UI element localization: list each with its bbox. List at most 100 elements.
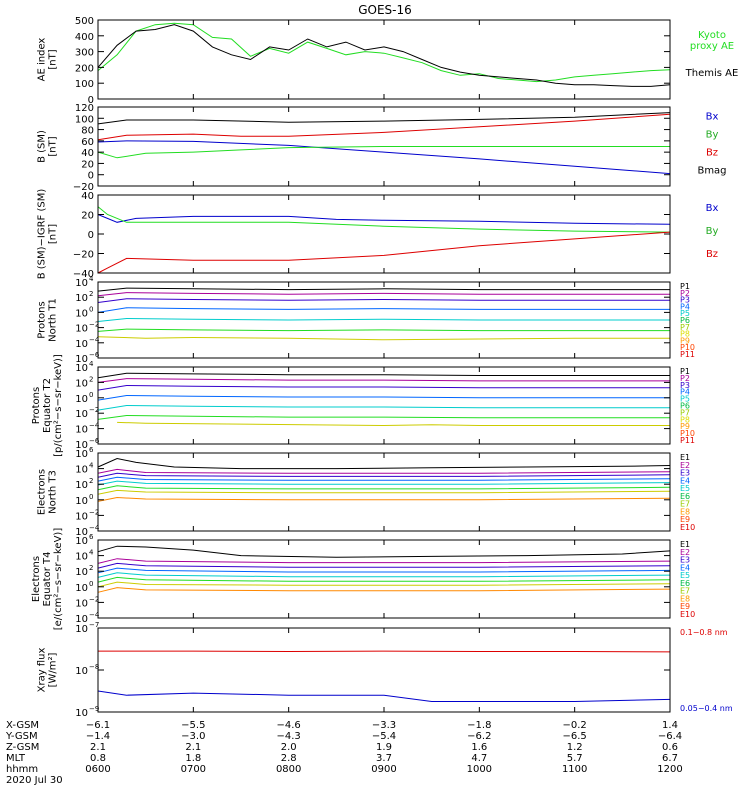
legend-label: E2 — [680, 548, 690, 557]
legend-label: E7 — [680, 587, 690, 596]
y-tick-exponent: 4 — [89, 275, 94, 283]
series-line-p5 — [97, 317, 670, 322]
legend-label: proxy AE — [690, 41, 734, 52]
series-line-p7 — [117, 421, 670, 427]
y-tick-label: 10 — [75, 614, 88, 625]
legend-label: Bz — [706, 249, 718, 260]
y-tick-label: 10 — [75, 308, 88, 319]
y-tick-label: 80 — [81, 126, 94, 137]
y-axis-label: Protons — [31, 387, 42, 424]
ephemeris-value: −6.4 — [658, 731, 682, 742]
y-axis-label: AE index — [37, 38, 48, 82]
y-tick-label: 200 — [75, 63, 94, 74]
y-tick-label: 10 — [75, 293, 88, 304]
panel-frame — [97, 19, 671, 100]
y-axis-label: B (SM)−IGRF (SM) — [37, 189, 48, 280]
y-tick-label: −20 — [73, 250, 94, 261]
y-tick-label: 60 — [81, 137, 94, 148]
y-tick-label: 10 — [75, 666, 88, 677]
legend-label: 0.1−0.8 nm — [680, 628, 728, 637]
y-tick-exponent: 2 — [89, 477, 93, 485]
y-axis-label: [e/(cm²−s−sr−keV)] — [53, 528, 64, 631]
y-tick-exponent: 4 — [89, 462, 94, 470]
y-tick-exponent: −6 — [89, 351, 100, 359]
legend-label: P10 — [680, 343, 695, 352]
ephemeris-value: 2.1 — [185, 742, 201, 753]
legend-label: E1 — [680, 453, 690, 462]
y-tick-label: 10 — [75, 324, 88, 335]
y-tick-label: 10 — [75, 552, 88, 563]
legend-label: P4 — [680, 302, 690, 311]
ephemeris-value: −3.3 — [372, 720, 396, 731]
series-line-themis-ae — [97, 24, 671, 87]
series-line-by — [97, 146, 670, 159]
ephemeris-value: 1.8 — [185, 753, 201, 764]
y-tick-label: 10 — [75, 425, 88, 436]
series-line-e7 — [97, 489, 671, 495]
ephemeris-row-label: hhmm — [6, 764, 38, 775]
y-tick-exponent: −6 — [89, 437, 100, 445]
y-axis-label: Equator T4 — [42, 552, 53, 607]
legend-label: E8 — [680, 594, 690, 603]
y-tick-label: 40 — [81, 191, 94, 202]
legend-label: P7 — [680, 408, 690, 417]
y-tick-label: 10 — [75, 363, 88, 374]
y-tick-label: 10 — [75, 465, 88, 476]
legend-label: P8 — [680, 415, 690, 424]
legend-label: E1 — [680, 540, 690, 549]
legend-label: P9 — [680, 336, 690, 345]
legend-label: P11 — [680, 350, 695, 359]
ephemeris-value: 1.4 — [662, 720, 678, 731]
ephemeris-value: −1.8 — [467, 720, 491, 731]
panel-3: −40 −20 0 20 40 B (SM)−IGRF (SM) [nT] Bx By Bz — [37, 189, 719, 280]
y-tick-exponent: 4 — [89, 549, 94, 557]
legend-label: 0.05−0.4 nm — [680, 704, 733, 713]
y-tick-label: 10 — [75, 440, 88, 451]
series-line-p7 — [97, 336, 670, 341]
legend-label: E7 — [680, 500, 690, 509]
y-tick-exponent: −8 — [89, 663, 99, 671]
ephemeris-value: 0700 — [181, 764, 206, 775]
y-tick-label: 100 — [75, 114, 94, 125]
legend-label: By — [706, 226, 719, 237]
legend-label: P5 — [680, 395, 690, 404]
series-line-p5 — [97, 404, 670, 411]
y-tick-label: 0 — [88, 230, 94, 241]
legend-label: Bmag — [697, 165, 726, 176]
y-tick-label: 40 — [81, 148, 94, 159]
series-line-e2 — [97, 558, 671, 564]
ephemeris-value: −4.3 — [277, 731, 301, 742]
legend-label: P1 — [680, 282, 690, 291]
y-tick-exponent: 4 — [89, 360, 94, 368]
legend-label: P1 — [680, 367, 690, 376]
y-tick-label: 10 — [75, 511, 88, 522]
series-line-e6 — [97, 485, 671, 491]
series-line-p2 — [97, 292, 670, 297]
legend-label: E5 — [680, 571, 690, 580]
y-axis-label: [nT] — [48, 49, 59, 69]
ephemeris-table: X-GSM −6.1 −5.5 −4.6 −3.3 −1.8 −0.2 1.4 Y-GSM −1.… — [5, 720, 683, 786]
legend-label: E4 — [680, 563, 690, 572]
series-line-bx — [97, 140, 671, 175]
series-line-e7 — [97, 581, 671, 588]
series-line-0-05-0-4-nm — [97, 690, 671, 702]
ephemeris-value: 1.9 — [376, 742, 392, 753]
ephemeris-value: 0900 — [371, 764, 396, 775]
series-line-e3 — [97, 472, 671, 478]
legend-label: E10 — [680, 610, 695, 619]
y-tick-label: 10 — [75, 583, 88, 594]
y-tick-label: 10 — [75, 449, 88, 460]
y-tick-exponent: 2 — [89, 564, 93, 572]
y-tick-label: 0 — [88, 95, 94, 106]
ephemeris-value: 4.7 — [471, 753, 487, 764]
series-line-e5 — [97, 572, 671, 578]
legend-label: P3 — [680, 381, 690, 390]
legend-label: Bx — [706, 203, 719, 214]
ephemeris-value: 1200 — [657, 764, 682, 775]
y-tick-label: −40 — [73, 269, 94, 280]
y-tick-label: 100 — [75, 79, 94, 90]
ephemeris-value: −6.5 — [563, 731, 587, 742]
